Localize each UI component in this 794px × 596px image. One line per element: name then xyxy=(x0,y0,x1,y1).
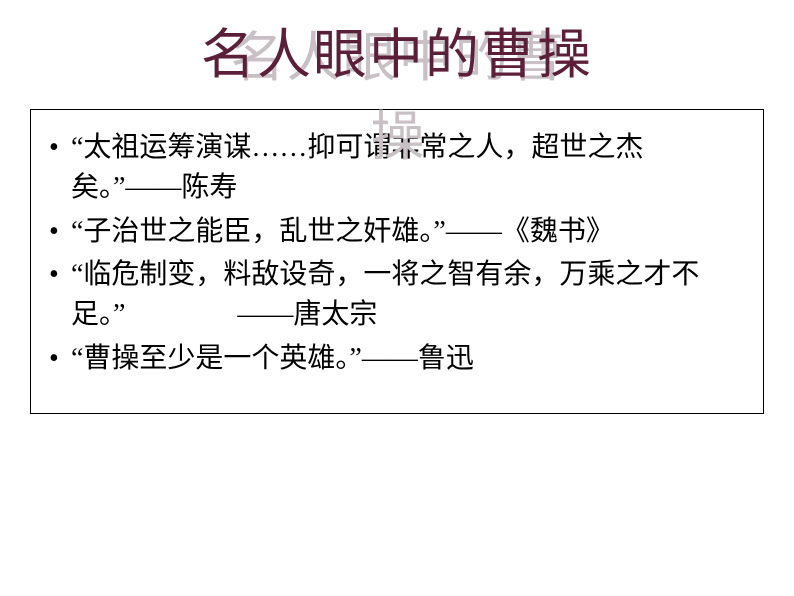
list-item: “子治世之能臣，乱世之奸雄。”——《魏书》 xyxy=(41,212,753,252)
list-item: “曹操至少是一个英雄。”——鲁迅 xyxy=(41,339,753,379)
title-container: 名人眼中的曹操 名人眼中的曹操 xyxy=(0,0,794,109)
slide-title: 名人眼中的曹操 名人眼中的曹操 xyxy=(201,10,593,89)
list-item: “临危制变，料敌设奇，一将之智有余，万乘之才不足。” ——唐太宗 xyxy=(41,255,753,335)
title-main: 名人眼中的曹操 xyxy=(201,25,593,85)
slide: 名人眼中的曹操 名人眼中的曹操 “太祖运筹演谋……抑可谓非常之人，超世之杰矣。”… xyxy=(0,0,794,596)
